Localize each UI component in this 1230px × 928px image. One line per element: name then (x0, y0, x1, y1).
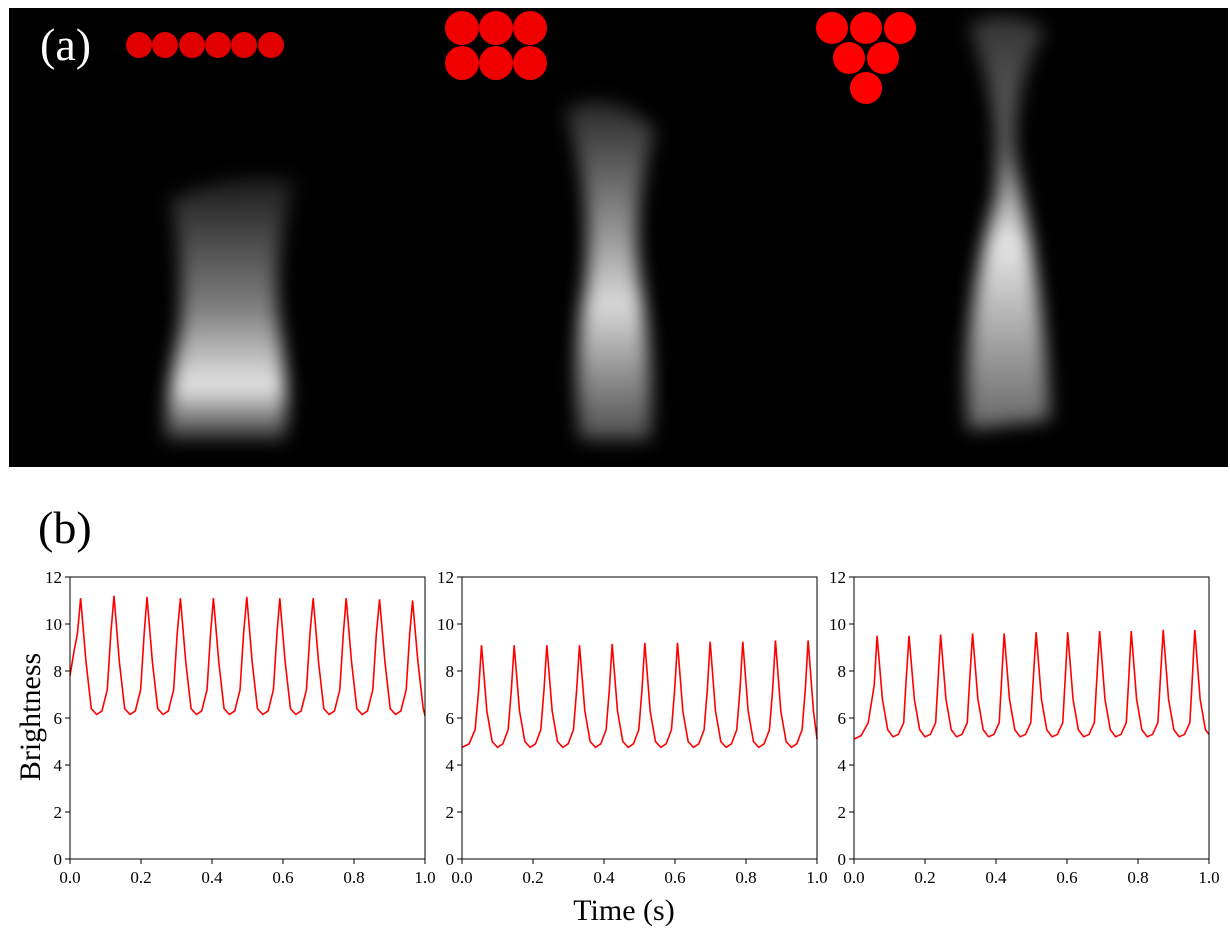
x-tick-label: 0.8 (1127, 868, 1148, 887)
burner-grid-layout (445, 11, 547, 80)
y-tick-label: 2 (838, 803, 847, 822)
x-tick-label: 1.0 (1198, 868, 1219, 887)
x-tick-label: 0.4 (593, 868, 615, 887)
x-tick-label: 0.6 (272, 868, 293, 887)
x-tick-label: 0.4 (201, 868, 223, 887)
x-tick-label: 0.0 (843, 868, 864, 887)
flame (565, 101, 655, 441)
y-tick-label: 12 (45, 568, 62, 587)
x-tick-label: 0.0 (451, 868, 472, 887)
x-tick-label: 0.0 (59, 868, 80, 887)
y-tick-label: 6 (446, 709, 455, 728)
x-tick-label: 0.8 (735, 868, 756, 887)
y-tick-label: 6 (838, 709, 847, 728)
y-tick-label: 10 (437, 615, 454, 634)
y-tick-label: 0 (838, 850, 847, 869)
y-tick-label: 0 (446, 850, 455, 869)
y-tick-label: 10 (45, 615, 62, 634)
y-axis-label: Brightness (14, 653, 47, 781)
line-chart: 0 2 4 6 8 10 12 0.0 0.2 0.4 0.6 0.8 1.0 (829, 568, 1220, 887)
x-tick-label: 1.0 (806, 868, 827, 887)
y-tick-label: 0 (54, 850, 63, 869)
y-tick-label: 2 (54, 803, 63, 822)
plot-frame (853, 576, 1210, 860)
y-tick-label: 12 (437, 568, 454, 587)
x-tick-label: 0.2 (522, 868, 543, 887)
flame (966, 16, 1050, 430)
data-line (69, 595, 426, 716)
y-tick-label: 12 (829, 568, 846, 587)
data-line (461, 640, 818, 749)
plot-frame (461, 576, 818, 860)
y-tick-label: 4 (838, 756, 847, 775)
x-tick-label: 0.8 (343, 868, 364, 887)
y-tick-label: 8 (54, 662, 63, 681)
x-axis-label: Time (s) (573, 894, 674, 927)
x-tick-label: 0.6 (1056, 868, 1077, 887)
y-tick-label: 8 (838, 662, 847, 681)
panel-label: (b) (38, 502, 92, 553)
burner-row-layout (126, 32, 284, 58)
y-tick-label: 4 (446, 756, 455, 775)
x-tick-label: 0.4 (985, 868, 1007, 887)
flame (165, 177, 295, 440)
y-tick-label: 4 (54, 756, 63, 775)
panel-label: (a) (40, 19, 91, 70)
x-tick-label: 0.2 (130, 868, 151, 887)
y-tick-label: 6 (54, 709, 63, 728)
y-tick-label: 10 (829, 615, 846, 634)
burner-triangle-layout (816, 12, 916, 104)
line-chart: 0 2 4 6 8 10 12 0.0 0.2 0.4 0.6 0.8 1.0 (437, 568, 828, 887)
y-tick-label: 8 (446, 662, 455, 681)
data-line (853, 629, 1210, 740)
plot-frame (69, 576, 426, 860)
x-tick-label: 0.2 (914, 868, 935, 887)
x-tick-label: 1.0 (414, 868, 435, 887)
x-tick-label: 0.6 (664, 868, 685, 887)
flame-image-panel: (a) (9, 8, 1228, 467)
y-tick-label: 2 (446, 803, 455, 822)
line-chart: 0 2 4 6 8 10 12 0.0 0.2 0.4 0.6 0.8 1.0 (45, 568, 436, 887)
